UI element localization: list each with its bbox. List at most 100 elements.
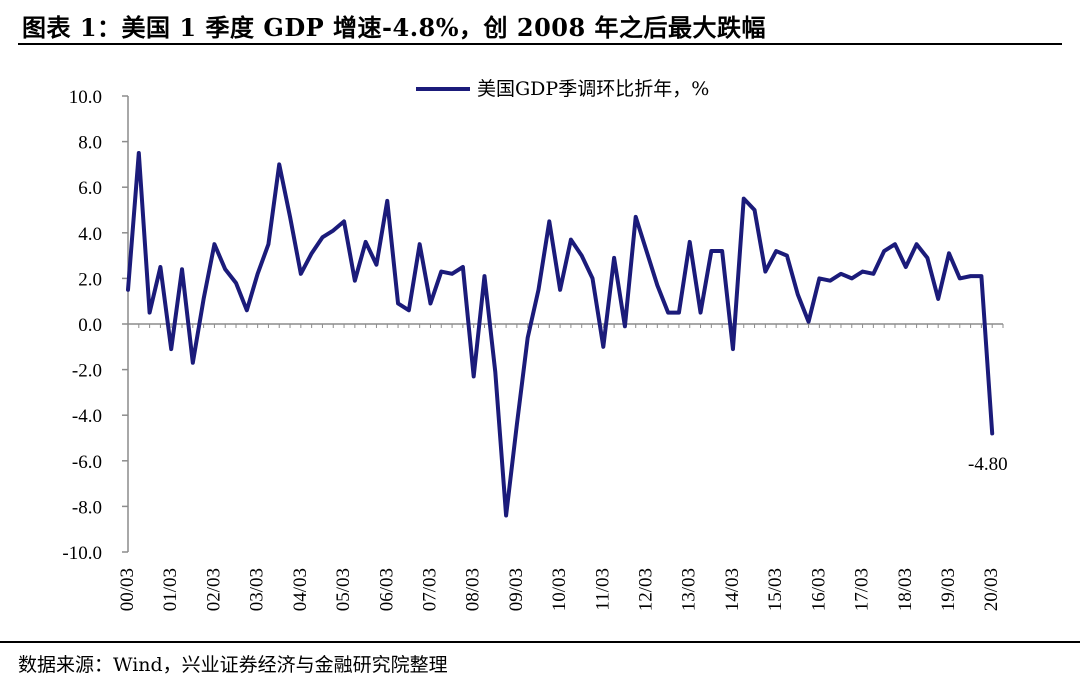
y-tick-label: 4.0 (78, 224, 102, 245)
data-point (990, 431, 994, 435)
data-point (482, 274, 486, 278)
data-point (331, 229, 335, 233)
data-point (850, 276, 854, 280)
data-point (245, 308, 249, 312)
data-point (169, 347, 173, 351)
data-point (634, 215, 638, 219)
data-point (796, 292, 800, 296)
y-tick-label: -6.0 (72, 452, 102, 473)
x-tick-label: 06/03 (376, 568, 397, 611)
y-tick-label: 0.0 (78, 315, 102, 336)
data-point (137, 151, 141, 155)
data-point (310, 251, 314, 255)
data-point (580, 254, 584, 258)
data-point (504, 514, 508, 518)
data-point (720, 249, 724, 253)
data-point (699, 311, 703, 315)
data-point (202, 297, 206, 301)
data-point (558, 288, 562, 292)
x-tick-label: 08/03 (463, 568, 484, 611)
x-tick-label: 01/03 (160, 568, 181, 611)
legend: 美国GDP季调环比折年，% (416, 78, 709, 100)
data-point (893, 242, 897, 246)
data-point (547, 219, 551, 223)
data-point (936, 297, 940, 301)
x-tick-label: 07/03 (419, 568, 440, 611)
data-point (645, 249, 649, 253)
data-point (526, 336, 530, 340)
x-tick-label: 16/03 (808, 568, 829, 611)
x-tick-label: 04/03 (290, 568, 311, 611)
y-tick-label: -10.0 (62, 543, 102, 564)
data-point (828, 279, 832, 283)
data-point (612, 256, 616, 260)
series-group (126, 151, 995, 518)
data-point (536, 288, 540, 292)
data-point (374, 263, 378, 267)
data-point (925, 256, 929, 260)
data-point (158, 265, 162, 269)
data-point (807, 320, 811, 324)
data-point (763, 270, 767, 274)
data-point (742, 197, 746, 201)
y-tick-label: 6.0 (78, 178, 102, 199)
data-point (266, 242, 270, 246)
data-point (731, 347, 735, 351)
data-point (958, 276, 962, 280)
data-point (753, 208, 757, 212)
data-point (774, 249, 778, 253)
data-point (839, 272, 843, 276)
data-point (148, 311, 152, 315)
x-tick-label: 05/03 (333, 568, 354, 611)
data-point (882, 249, 886, 253)
x-tick-label: 19/03 (938, 568, 959, 611)
y-tick-label: -2.0 (72, 361, 102, 382)
last-value-annotation: -4.80 (968, 454, 1008, 475)
data-point (439, 270, 443, 274)
x-tick-label: 12/03 (636, 568, 657, 611)
data-point (180, 267, 184, 271)
data-point (126, 288, 130, 292)
data-point (299, 272, 303, 276)
data-point (385, 199, 389, 203)
data-point (785, 254, 789, 258)
data-point (569, 238, 573, 242)
data-point (277, 162, 281, 166)
x-tick-label: 10/03 (549, 568, 570, 611)
data-point (472, 374, 476, 378)
data-point (601, 345, 605, 349)
data-point (428, 301, 432, 305)
x-tick-label: 03/03 (247, 568, 268, 611)
data-point (591, 276, 595, 280)
y-tick-label: -4.0 (72, 406, 102, 427)
y-tick-label: 8.0 (78, 133, 102, 154)
y-axis: 10.0 8.0 6.0 4.0 2.0 0.0 -2.0 -4.0 -6.0 -8.0 -10.0 (62, 87, 129, 564)
data-point (342, 219, 346, 223)
data-point (915, 242, 919, 246)
data-point (709, 249, 713, 253)
data-point (256, 272, 260, 276)
data-point (418, 242, 422, 246)
data-point (191, 361, 195, 365)
x-tick-label: 11/03 (592, 568, 613, 611)
data-point (666, 311, 670, 315)
chart-title: 图表 1：美国 1 季度 GDP 增速-4.8%，创 2008 年之后最大跌幅 (22, 13, 767, 42)
x-tick-label: 17/03 (852, 568, 873, 611)
y-tick-label: -8.0 (72, 497, 102, 518)
y-tick-label: 2.0 (78, 269, 102, 290)
x-tick-label: 18/03 (895, 568, 916, 611)
x-tick-label: 00/03 (117, 568, 138, 611)
data-point (450, 272, 454, 276)
data-point (871, 272, 875, 276)
y-tick-label: 10.0 (69, 87, 102, 108)
x-axis: 00/03 01/03 02/03 03/03 04/03 05/03 06/03 07/03… (117, 323, 1004, 611)
data-point (861, 270, 865, 274)
data-point (396, 301, 400, 305)
data-point (461, 265, 465, 269)
data-point (353, 279, 357, 283)
data-point (212, 242, 216, 246)
data-point (688, 240, 692, 244)
data-point (515, 422, 519, 426)
data-point (904, 265, 908, 269)
data-point (320, 235, 324, 239)
